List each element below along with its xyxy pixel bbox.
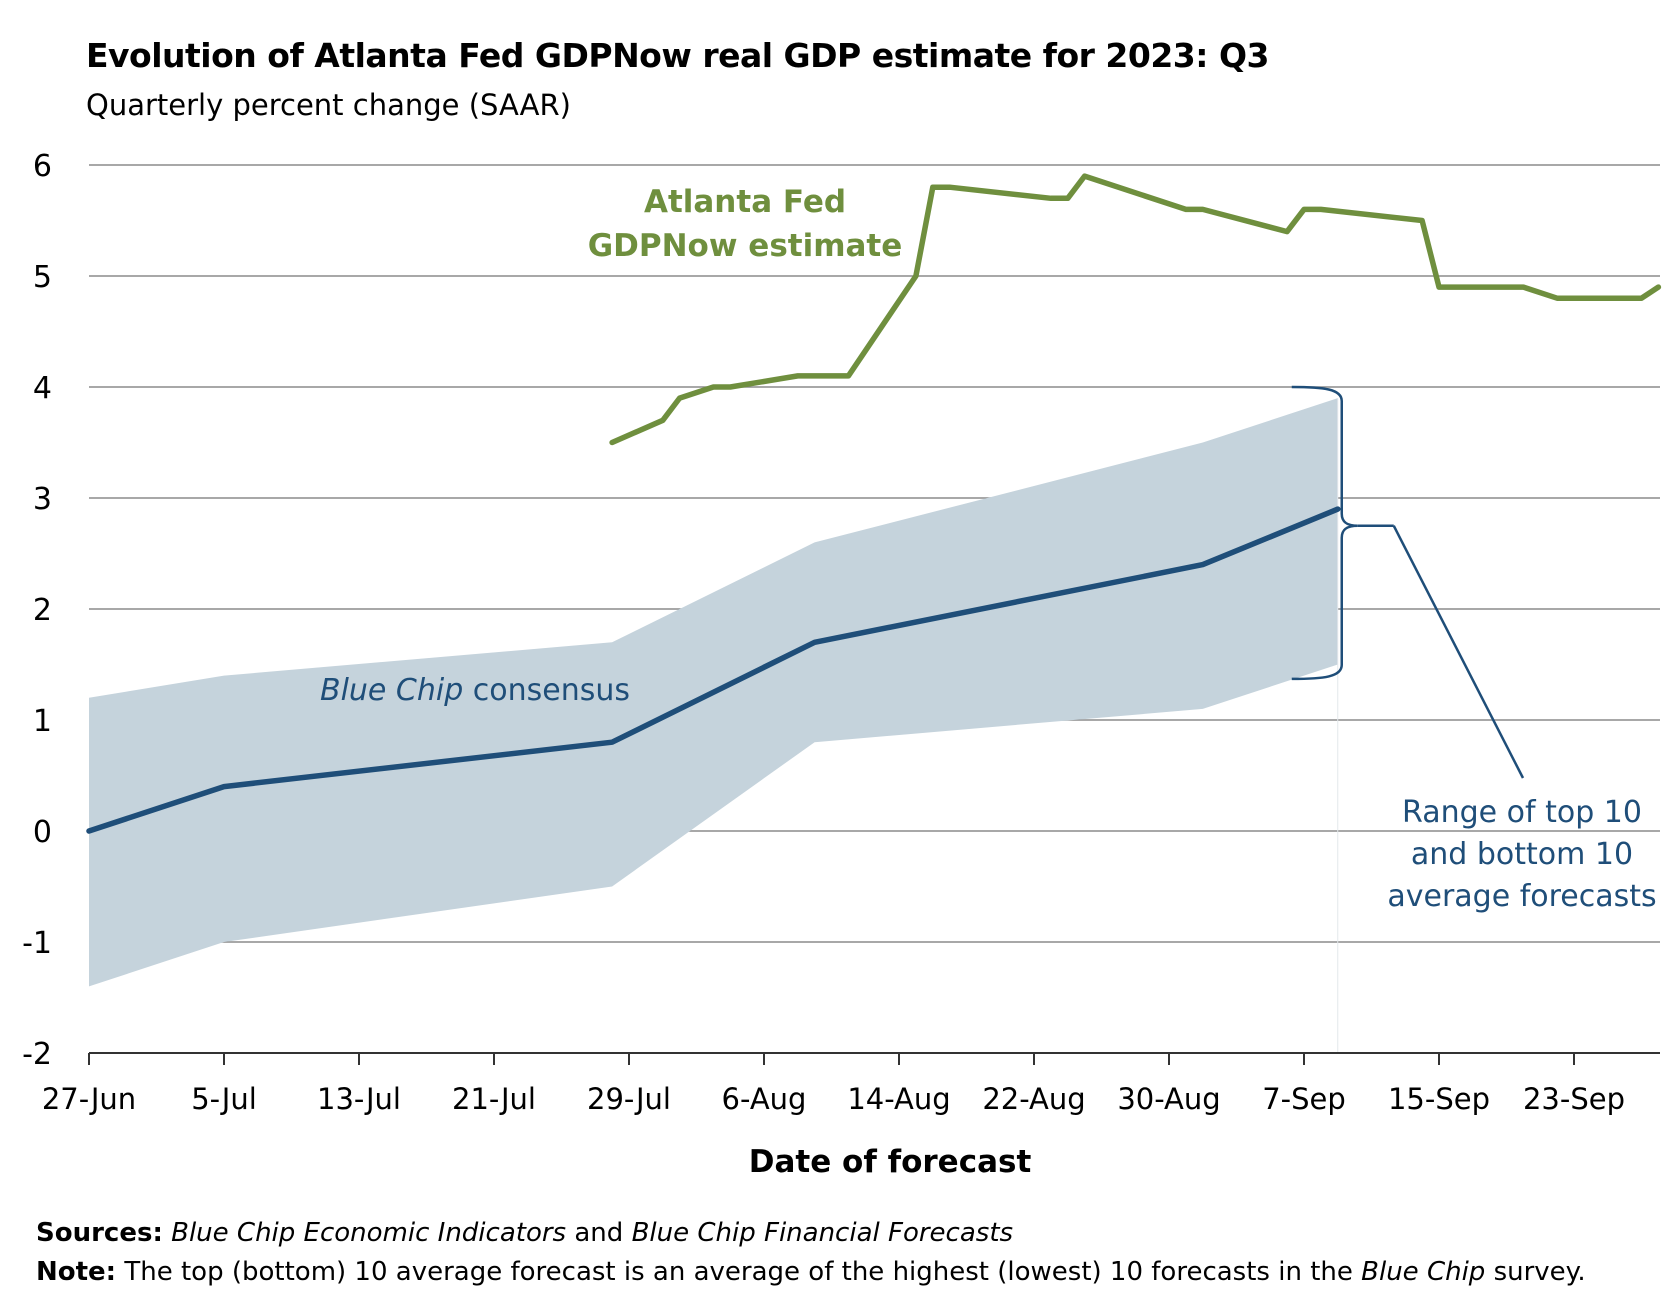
range-leader-line bbox=[1392, 525, 1525, 779]
x-tick-label: 5-Jul bbox=[191, 1082, 257, 1116]
y-tick-label: 6 bbox=[33, 149, 52, 184]
y-tick-label: 5 bbox=[33, 260, 52, 295]
x-tick-label: 21-Jul bbox=[452, 1082, 536, 1116]
y-tick-label: 4 bbox=[33, 371, 52, 406]
range-annotation: average forecasts bbox=[1387, 879, 1656, 914]
gdpnow-annotation: GDPNow estimate bbox=[588, 228, 903, 264]
range-annotation: and bottom 10 bbox=[1411, 837, 1633, 872]
footnote-label: Sources: bbox=[36, 1218, 163, 1248]
y-tick-label: -1 bbox=[22, 926, 52, 961]
bluechip-annotation: Blue Chip consensus bbox=[320, 673, 630, 708]
x-tick-label: 6-Aug bbox=[722, 1082, 807, 1116]
x-tick-label: 27-Jun bbox=[42, 1082, 136, 1116]
gdpnow-annotation: Atlanta Fed bbox=[644, 184, 846, 220]
y-tick-label: 1 bbox=[33, 704, 52, 739]
x-tick-label: 14-Aug bbox=[847, 1082, 950, 1116]
chart-subtitle: Quarterly percent change (SAAR) bbox=[86, 88, 571, 122]
series-lines bbox=[86, 173, 1662, 834]
footnote-text: The top (bottom) 10 average forecast is … bbox=[116, 1257, 1362, 1287]
x-tick-label: 7-Sep bbox=[1262, 1082, 1346, 1116]
x-tick-label: 22-Aug bbox=[982, 1082, 1085, 1116]
y-tick-label: 3 bbox=[33, 482, 52, 517]
footnote-text: Blue Chip Financial Forecasts bbox=[631, 1218, 1014, 1248]
footnote-text: Blue Chip Economic Indicators bbox=[162, 1218, 567, 1248]
x-tick-label: 13-Jul bbox=[317, 1082, 401, 1116]
x-tick-label: 23-Sep bbox=[1523, 1082, 1625, 1116]
bluechip-annotation-italic: Blue Chip bbox=[320, 673, 463, 708]
bluechip-annotation-rest: consensus bbox=[463, 673, 630, 708]
footnote-label: Note: bbox=[36, 1257, 117, 1287]
x-axis-label: Date of forecast bbox=[749, 1144, 1032, 1180]
gdpnow-line bbox=[609, 173, 1662, 446]
x-tick-label: 30-Aug bbox=[1117, 1082, 1220, 1116]
chart-svg: 6 5 4 3 2 1 0 -1 -2 27-Jun 5-Jul 13-Jul 21-Jul 29-Ju… bbox=[22, 149, 1662, 1180]
chart-title: Evolution of Atlanta Fed GDPNow real GDP… bbox=[86, 36, 1269, 75]
y-tick-label: -2 bbox=[22, 1037, 52, 1072]
bluechip-consensus-line bbox=[86, 506, 1341, 834]
y-tick-label: 0 bbox=[33, 815, 52, 850]
y-tick-label: 2 bbox=[33, 593, 52, 628]
sources-footnote: Sources: Blue Chip Economic Indicators a… bbox=[36, 1218, 1013, 1248]
footnote-text: and bbox=[566, 1218, 632, 1248]
range-annotation: Range of top 10 bbox=[1402, 795, 1642, 830]
forecast-range-band bbox=[89, 398, 1339, 1053]
annotations: Atlanta Fed GDPNow estimate Blue Chip cons… bbox=[320, 184, 1657, 914]
x-axis: 27-Jun 5-Jul 13-Jul 21-Jul 29-Jul 6-Aug 14-Aug… bbox=[42, 1052, 1660, 1180]
x-tick-label: 29-Jul bbox=[587, 1082, 671, 1116]
note-footnote: Note: The top (bottom) 10 average foreca… bbox=[36, 1257, 1586, 1287]
footnote-text: Blue Chip bbox=[1361, 1257, 1486, 1287]
x-tick-label: 15-Sep bbox=[1388, 1082, 1490, 1116]
footnote-text: survey. bbox=[1485, 1257, 1586, 1287]
y-axis-ticks: 6 5 4 3 2 1 0 -1 -2 bbox=[22, 149, 52, 1072]
